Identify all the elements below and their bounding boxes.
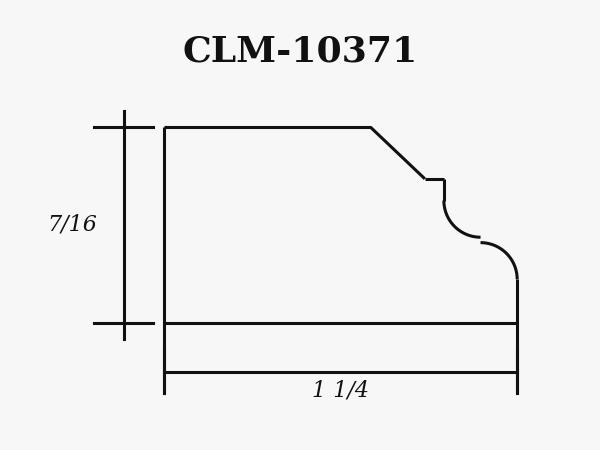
Text: CLM-10371: CLM-10371 (182, 34, 418, 68)
Text: 1 1/4: 1 1/4 (312, 380, 369, 401)
Text: 7/16: 7/16 (47, 214, 97, 236)
